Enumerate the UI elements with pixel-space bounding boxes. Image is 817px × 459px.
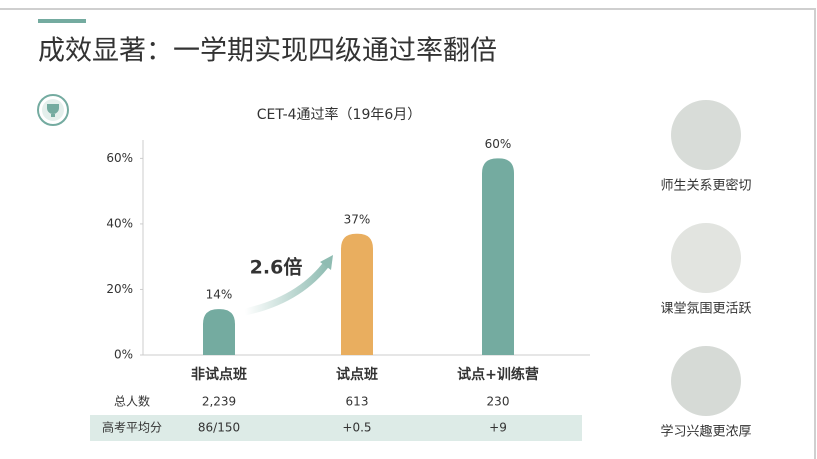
value-label: 60% <box>485 137 512 151</box>
y-tick-label: 40% <box>106 216 133 230</box>
row-label: 总人数 <box>114 394 150 409</box>
table-cell: +0.5 <box>342 421 371 435</box>
photo <box>671 346 741 416</box>
table-cell: 86/150 <box>198 421 240 435</box>
table-cell: 2,239 <box>202 395 236 409</box>
trophy-icon <box>38 95 68 125</box>
bar <box>341 234 373 355</box>
side-panel <box>671 100 741 416</box>
y-tick-label: 0% <box>114 348 133 362</box>
x-tick-label: 试点班 <box>336 366 378 383</box>
side-label: 学习兴趣更浓厚 <box>660 424 751 440</box>
table-cell: 613 <box>346 395 369 409</box>
annotation: 2.6倍 <box>250 256 303 279</box>
photo <box>671 100 741 170</box>
x-tick-label: 非试点班 <box>191 366 247 383</box>
photo <box>671 223 741 293</box>
slide: 成效显著：一学期实现四级通过率翻倍 CET-4通过率（19年6月） 2.6倍 0… <box>0 0 817 459</box>
bar <box>482 158 514 355</box>
value-label: 14% <box>206 288 233 302</box>
chart-title: CET-4通过率（19年6月） <box>257 106 422 123</box>
bar <box>203 309 235 355</box>
side-label: 课堂氛围更活跃 <box>660 302 751 317</box>
y-tick-label: 60% <box>106 151 133 165</box>
table-row-highlight <box>90 415 582 441</box>
table-cell: 230 <box>487 395 510 409</box>
slide-title: 成效显著：一学期实现四级通过率翻倍 <box>38 36 497 67</box>
side-label: 师生关系更密切 <box>660 178 751 194</box>
y-tick-label: 20% <box>106 282 133 296</box>
value-label: 37% <box>344 212 371 226</box>
row-label: 高考平均分 <box>102 420 162 435</box>
x-tick-label: 试点+训练营 <box>457 366 539 383</box>
table-cell: +9 <box>489 421 507 435</box>
